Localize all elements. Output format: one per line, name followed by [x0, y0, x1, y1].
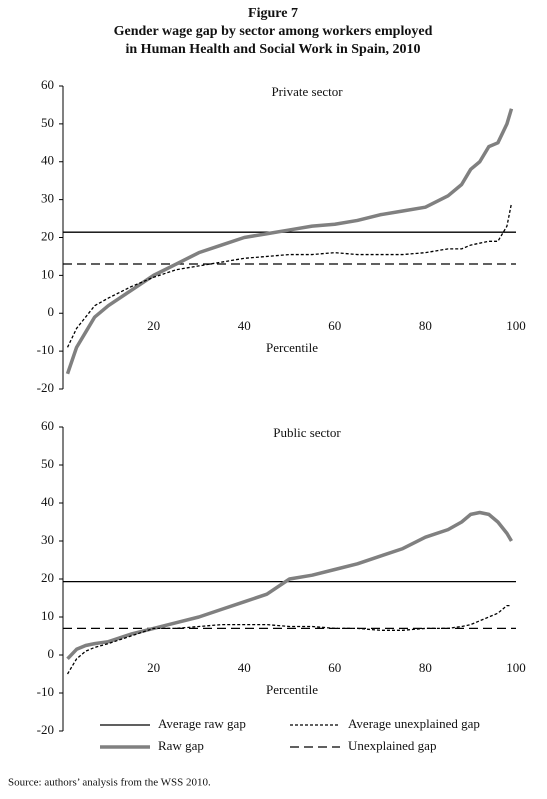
- y-tick-label: 0: [48, 646, 55, 661]
- y-tick-label: 0: [48, 304, 55, 319]
- y-tick-label: 50: [41, 456, 54, 471]
- data-line: [66, 203, 513, 348]
- x-tick-label: 40: [238, 318, 251, 333]
- x-tick-label: 60: [328, 660, 341, 675]
- data-line: [66, 604, 512, 675]
- figure-title: in Human Health and Social Work in Spain…: [126, 42, 421, 57]
- y-tick-label: -20: [37, 380, 54, 395]
- y-tick-label: 40: [41, 153, 54, 168]
- legend-label: Average raw gap: [158, 716, 246, 731]
- y-tick-label: 60: [41, 418, 54, 433]
- y-tick-label: 30: [41, 191, 54, 206]
- data-line: [65, 108, 514, 375]
- y-tick-label: 20: [41, 570, 54, 585]
- chart-title: Public sector: [273, 425, 341, 440]
- y-tick-label: 50: [41, 115, 54, 130]
- x-tick-label: 20: [147, 660, 160, 675]
- x-tick-label: 80: [419, 660, 432, 675]
- figure-title: Gender wage gap by sector among workers …: [114, 24, 433, 39]
- y-tick-label: 10: [41, 266, 54, 281]
- x-tick-label: 80: [419, 318, 432, 333]
- figure-label: Figure 7: [248, 6, 298, 21]
- y-tick-label: 60: [41, 77, 54, 92]
- y-tick-label: 40: [41, 494, 54, 509]
- data-line: [66, 510, 513, 661]
- y-tick-label: 10: [41, 608, 54, 623]
- legend-label: Raw gap: [158, 738, 204, 753]
- x-tick-label: 100: [506, 660, 526, 675]
- x-axis-label: Percentile: [266, 340, 318, 355]
- source-note: Source: authors’ analysis from the WSS 2…: [8, 777, 211, 789]
- y-tick-label: 20: [41, 228, 54, 243]
- x-tick-label: 100: [506, 318, 526, 333]
- x-tick-label: 20: [147, 318, 160, 333]
- chart-title: Private sector: [271, 84, 343, 99]
- legend-label: Unexplained gap: [348, 738, 436, 753]
- y-tick-label: 30: [41, 532, 54, 547]
- y-tick-label: -20: [37, 722, 54, 737]
- legend-label: Average unexplained gap: [348, 716, 480, 731]
- y-tick-label: -10: [37, 342, 54, 357]
- x-tick-label: 60: [328, 318, 341, 333]
- x-axis-label: Percentile: [266, 682, 318, 697]
- x-tick-label: 40: [238, 660, 251, 675]
- y-tick-label: -10: [37, 684, 54, 699]
